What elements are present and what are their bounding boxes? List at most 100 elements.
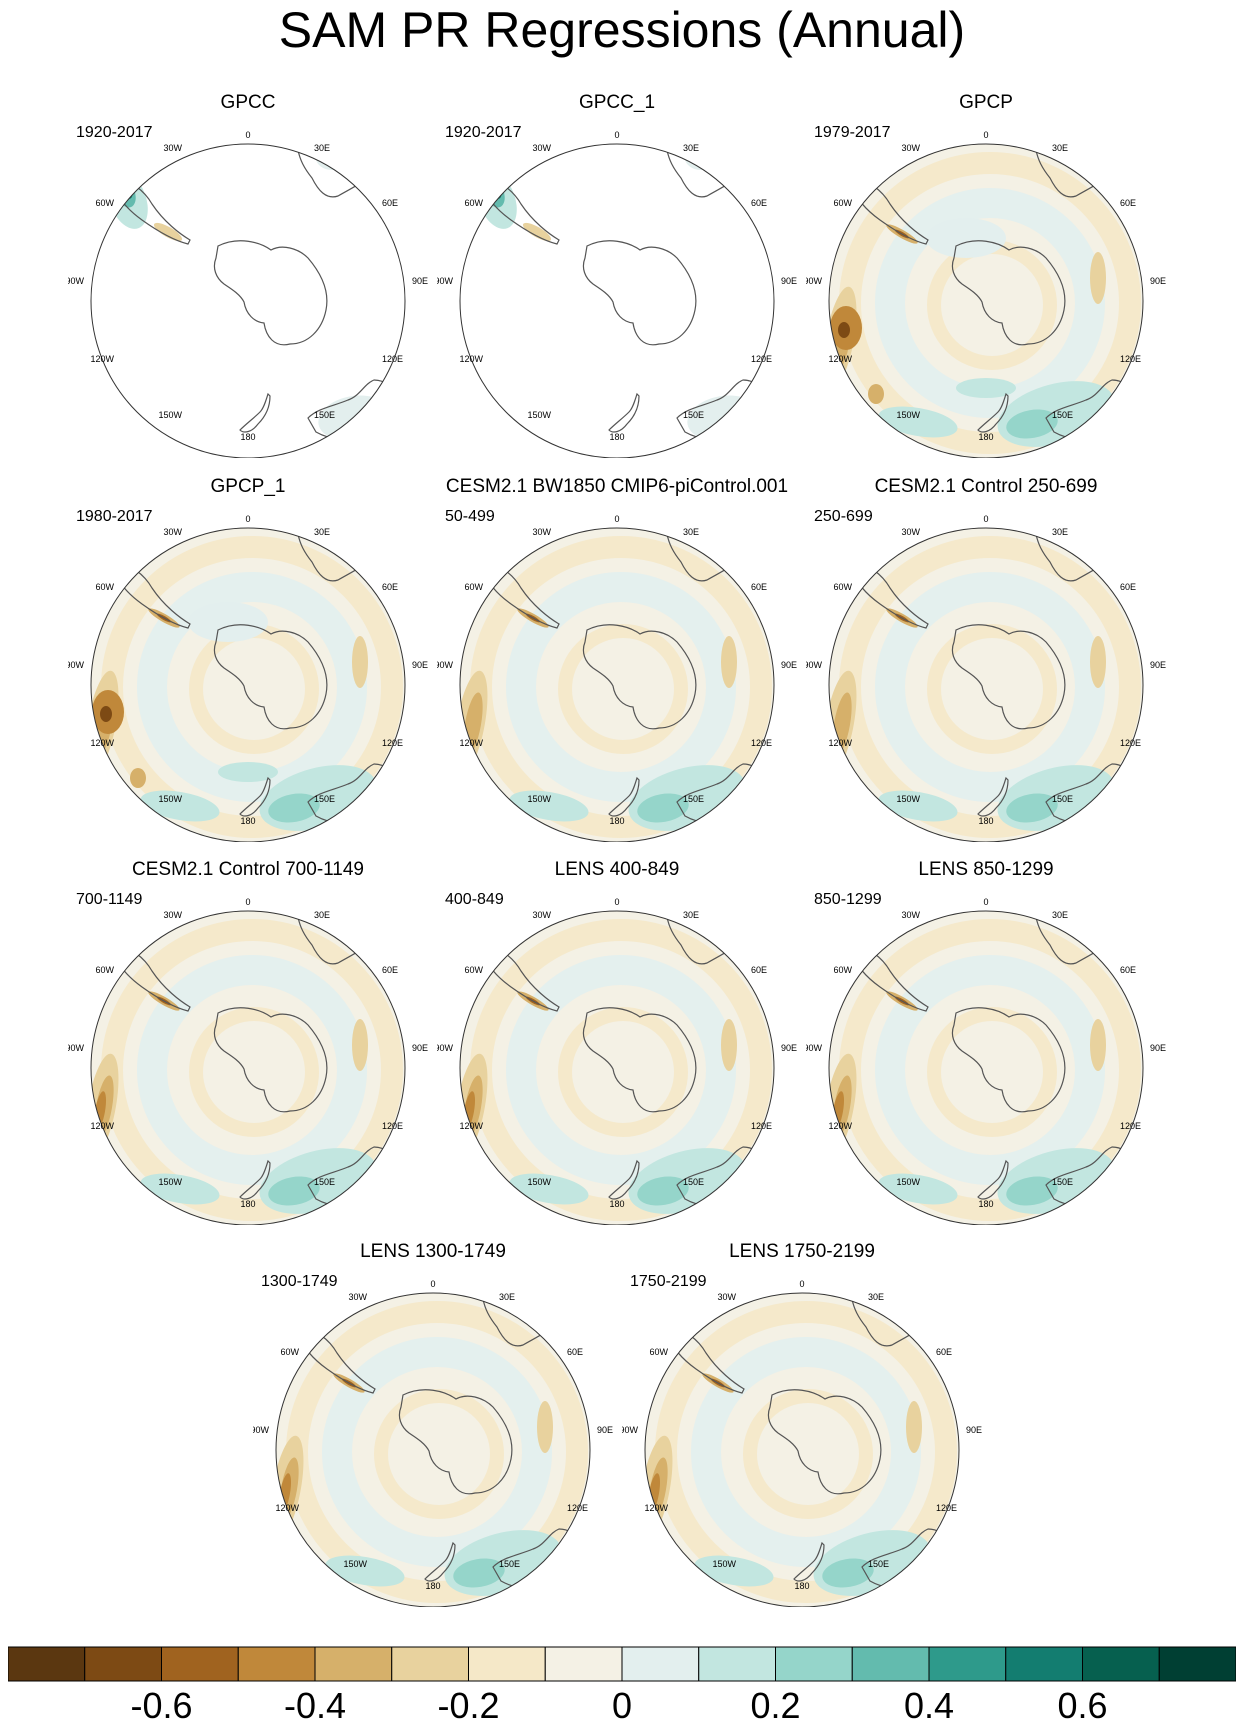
longitude-label: 0 [799,1279,804,1289]
longitude-label: 150E [1052,1177,1073,1187]
map-panel: CESM2.1 BW1850 CMIP6-piControl.001 50-499… [437,472,797,842]
longitude-label: 0 [614,897,619,907]
longitude-label: 120E [382,738,403,748]
longitude-label: 30E [314,910,330,920]
panel-title: LENS 400-849 [554,859,680,880]
map-panel: GPCP 1979-2017 0 30E 60E 90E 120E 150E 180 150W 12… [806,88,1166,458]
longitude-label: 60E [1120,582,1136,592]
longitude-label: 30W [717,1292,736,1302]
longitude-label: 30W [163,910,182,920]
regression-field [276,1293,590,1607]
map-panel: LENS 400-849 400-849 0 30E 60E 90E 120E 150E 180… [437,855,797,1225]
longitude-label: 0 [983,897,988,907]
longitude-label: 0 [614,130,619,140]
map-border [90,527,406,842]
polar-map: 0 30E 60E 90E 120E 150E 180 150W 120W 90W 60W 30W [437,514,797,842]
polar-map: 0 30E 60E 90E 120E 150E 180 150W 120W 90W 60W 30W [68,130,428,458]
longitude-label: 60W [95,965,114,975]
longitude-label: 150E [683,1177,704,1187]
longitude-label: 120W [459,1121,483,1131]
longitude-label: 180 [609,816,624,826]
longitude-label: 60E [751,198,767,208]
polar-map: 0 30E 60E 90E 120E 150E 180 150W 120W 90W 60W 30W [622,1279,982,1607]
colorbar-box [1082,1646,1160,1682]
longitude-label: 90W [68,1043,84,1053]
longitude-label: 150E [683,410,704,420]
map-panel: CESM2.1 Control 700-1149 700-1149 0 30E 60E 9… [68,855,428,1225]
longitude-label: 120W [90,1121,114,1131]
longitude-label: 90E [781,660,797,670]
longitude-label: 30W [901,527,920,537]
longitude-label: 90W [437,660,453,670]
longitude-label: 30W [163,527,182,537]
longitude-label: 90E [781,276,797,286]
longitude-label: 150W [527,794,551,804]
colorbar-box [314,1646,393,1682]
panel-period: 1980-2017 [76,508,153,525]
longitude-label: 30W [163,143,182,153]
longitude-label: 30E [499,1292,515,1302]
longitude-label: 90W [68,276,84,286]
colorbar-box [698,1646,776,1682]
map-panel: GPCC 1920-2017 0 30E 60E 90E 120E 150E 180 150W 12… [68,88,428,458]
regression-field [91,911,405,1225]
longitude-label: 120E [751,1121,772,1131]
regression-field [645,1293,959,1607]
panel-title: GPCC [220,92,276,113]
colorbar-tick-label: -0.6 [130,1685,193,1726]
colorbar-box [1158,1646,1236,1682]
longitude-label: 150W [712,1559,736,1569]
longitude-label: 60W [833,198,852,208]
longitude-label: 150E [314,794,335,804]
map-border [828,143,1144,458]
longitude-label: 120W [459,354,483,364]
longitude-label: 180 [609,432,624,442]
longitude-label: 0 [430,1279,435,1289]
longitude-label: 0 [983,130,988,140]
map-border [90,143,406,458]
panel-period: 1920-2017 [76,124,153,141]
colorbar-box [1005,1646,1083,1682]
longitude-label: 60W [833,582,852,592]
regression-field [91,528,405,842]
longitude-label: 90W [806,1043,822,1053]
longitude-label: 30W [532,910,551,920]
longitude-label: 60E [751,582,767,592]
longitude-label: 30E [683,143,699,153]
longitude-label: 60W [833,965,852,975]
longitude-label: 180 [425,1581,440,1591]
longitude-label: 150W [158,1177,182,1187]
longitude-label: 120E [751,354,772,364]
longitude-label: 0 [245,897,250,907]
polar-map: 0 30E 60E 90E 120E 150E 180 150W 120W 90W 60W 30W [68,514,428,842]
longitude-label: 150E [1052,794,1073,804]
colorbar-tick-label: 0 [611,1685,633,1726]
longitude-label: 90W [68,660,84,670]
longitude-label: 30E [1052,143,1068,153]
colorbar-box [544,1646,623,1682]
polar-map: 0 30E 60E 90E 120E 150E 180 150W 120W 90W 60W 30W [68,897,428,1225]
longitude-label: 0 [245,514,250,524]
panel-period: 400-849 [445,891,504,908]
longitude-label: 30E [868,1292,884,1302]
map-border [828,910,1144,1225]
longitude-label: 180 [240,432,255,442]
colorbar-box [775,1646,853,1682]
longitude-label: 90E [966,1425,982,1435]
map-panel: LENS 1750-2199 1750-2199 0 30E 60E 90E 120E 150… [622,1237,982,1607]
panel-period: 1750-2199 [630,1273,707,1290]
longitude-label: 60E [567,1347,583,1357]
map-panel: LENS 1300-1749 1300-1749 0 30E 60E 90E 120E 150… [253,1237,613,1607]
map-border [459,527,775,842]
panel-title: GPCC_1 [578,92,656,113]
longitude-label: 0 [614,514,619,524]
panel-title: CESM2.1 Control 250-699 [874,476,1098,497]
longitude-label: 150W [896,410,920,420]
longitude-label: 90E [781,1043,797,1053]
map-border [459,143,775,458]
map-border [644,1292,960,1607]
longitude-label: 60E [382,965,398,975]
longitude-label: 60W [464,965,483,975]
panel-title: LENS 850-1299 [918,859,1054,880]
longitude-label: 120W [90,738,114,748]
